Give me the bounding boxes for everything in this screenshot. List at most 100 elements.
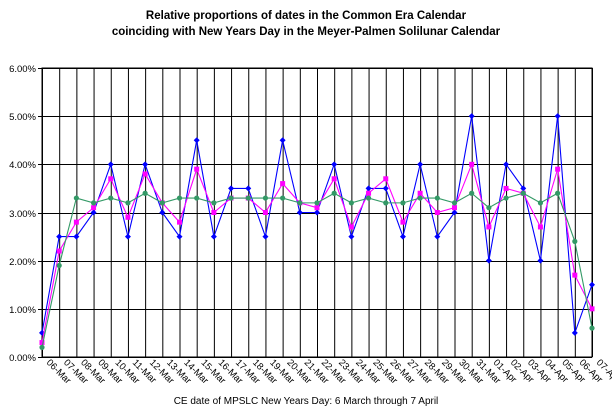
data-point-diamond	[314, 209, 320, 216]
data-point-square	[314, 205, 320, 211]
data-point-diamond	[399, 233, 406, 240]
data-point-diamond	[279, 137, 286, 144]
data-point-circle	[125, 200, 131, 206]
data-point-square	[503, 185, 509, 191]
data-point-square	[177, 219, 182, 225]
data-point-circle	[451, 200, 458, 206]
data-point-circle	[417, 195, 423, 201]
data-point-diamond	[73, 233, 80, 240]
data-point-diamond	[296, 209, 303, 216]
data-point-diamond	[331, 161, 338, 168]
data-point-circle	[262, 195, 269, 201]
data-point-circle	[39, 344, 45, 350]
data-point-square	[572, 272, 578, 278]
data-point-diamond	[571, 329, 578, 336]
data-point-circle	[365, 195, 372, 201]
data-point-diamond	[451, 209, 458, 216]
chart-title-line-1: Relative proportions of dates in the Com…	[145, 10, 467, 22]
data-point-diamond	[228, 185, 235, 192]
data-point-diamond	[159, 209, 166, 216]
data-point-square	[348, 224, 354, 230]
data-point-square	[125, 214, 131, 220]
y-tick-label: 3.00%	[9, 209, 36, 220]
data-point-circle	[348, 200, 354, 206]
data-point-diamond	[124, 233, 131, 240]
data-point-circle	[503, 195, 509, 201]
data-point-square	[39, 340, 45, 346]
x-axis-label: CE date of MPSLC New Years Day: 6 March …	[173, 396, 439, 407]
y-tick-label: 2.00%	[9, 257, 36, 268]
data-point-square	[469, 161, 475, 167]
data-point-diamond	[503, 161, 510, 168]
data-point-square	[280, 181, 286, 187]
data-point-square	[555, 166, 561, 172]
data-point-square	[331, 176, 337, 182]
data-point-square	[417, 190, 423, 196]
data-point-diamond	[56, 233, 63, 240]
chart-title-line-2: coinciding with New Years Day in the Mey…	[111, 26, 501, 38]
data-point-diamond	[90, 209, 97, 216]
y-tick-label: 5.00%	[9, 112, 36, 123]
data-point-diamond	[434, 233, 441, 240]
data-point-square	[452, 205, 457, 211]
data-point-square	[73, 219, 79, 225]
data-point-circle	[520, 190, 526, 196]
data-point-square	[434, 210, 440, 215]
data-point-circle	[159, 200, 165, 206]
data-point-square	[400, 219, 406, 225]
data-point-diamond	[210, 233, 217, 240]
data-point-square	[383, 176, 389, 182]
data-point-diamond	[382, 185, 389, 192]
data-point-circle	[280, 195, 286, 201]
data-point-square	[56, 248, 62, 254]
data-point-circle	[228, 195, 234, 201]
data-point-circle	[469, 190, 475, 196]
data-point-diamond	[417, 161, 424, 168]
data-point-diamond	[142, 161, 149, 168]
data-point-square	[486, 224, 492, 230]
data-point-diamond	[245, 185, 252, 192]
data-point-square	[262, 210, 268, 215]
data-point-square	[589, 306, 595, 312]
data-point-diamond	[554, 113, 561, 120]
data-point-circle	[73, 195, 79, 201]
data-point-square	[194, 166, 200, 172]
data-point-circle	[572, 238, 578, 244]
y-tick-label: 0.00%	[9, 353, 36, 364]
data-point-diamond	[537, 257, 544, 264]
data-point-square	[108, 176, 114, 182]
data-point-square	[142, 171, 148, 177]
data-point-diamond	[589, 281, 595, 288]
y-tick-label: 1.00%	[9, 305, 36, 316]
data-point-circle	[537, 200, 544, 206]
data-point-diamond	[468, 113, 475, 120]
data-point-diamond	[262, 233, 269, 240]
data-point-square	[211, 210, 217, 215]
data-point-square	[366, 190, 372, 196]
data-point-circle	[194, 195, 200, 201]
data-point-diamond	[365, 185, 372, 192]
data-point-diamond	[107, 161, 114, 168]
data-point-circle	[314, 200, 320, 206]
data-point-circle	[297, 200, 303, 206]
data-point-circle	[400, 200, 406, 206]
data-point-circle	[245, 195, 251, 201]
data-point-circle	[90, 200, 97, 206]
data-point-circle	[383, 200, 389, 206]
data-point-square	[91, 205, 97, 211]
data-point-diamond	[176, 233, 183, 240]
data-point-circle	[211, 200, 217, 206]
data-point-square	[537, 224, 543, 230]
data-point-circle	[331, 190, 337, 196]
data-point-circle	[176, 195, 183, 201]
data-point-circle	[486, 205, 492, 211]
data-point-circle	[56, 262, 62, 269]
data-point-diamond	[520, 185, 527, 192]
data-point-diamond	[193, 137, 200, 144]
y-tick-label: 6.00%	[9, 64, 36, 75]
y-tick-label: 4.00%	[9, 160, 36, 171]
data-point-circle	[555, 190, 561, 196]
data-point-diamond	[348, 233, 355, 240]
